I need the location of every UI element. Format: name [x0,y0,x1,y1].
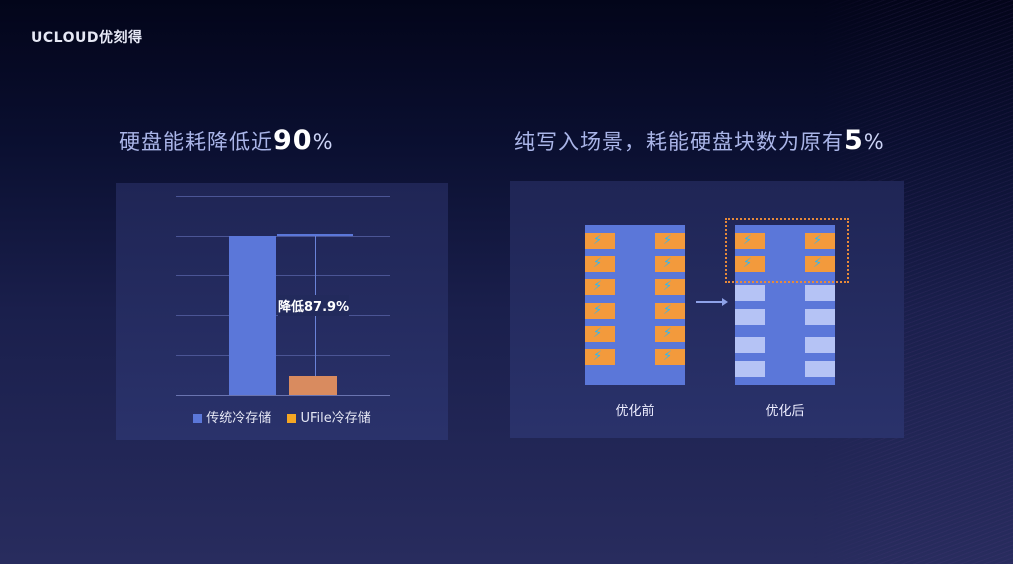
lightning-bolt-icon: ⚡ [743,256,753,271]
after-label: 优化后 [765,404,805,419]
before-label: 优化前 [615,404,655,419]
idle-disk [805,309,835,325]
lightning-bolt-icon: ⚡ [593,349,603,364]
idle-disk [805,361,835,377]
lightning-bolt-icon: ⚡ [593,279,603,294]
active-disk: ⚡ [585,326,615,342]
right-title-percent: % [863,130,885,154]
reference-line [277,234,353,236]
idle-disk [735,361,765,377]
legend-swatch-blue [193,414,203,423]
lightning-bolt-icon: ⚡ [593,326,603,341]
left-title: 硬盘能耗降低近90% [119,125,334,156]
idle-disk [735,285,765,301]
active-disk: ⚡ [735,256,765,272]
lightning-bolt-icon: ⚡ [593,233,603,248]
active-disk: ⚡ [655,303,685,319]
server-before: ⚡ ⚡ ⚡ ⚡ ⚡ ⚡ ⚡ ⚡ ⚡ ⚡ ⚡ ⚡ [585,225,685,385]
active-disk: ⚡ [655,279,685,295]
arrow-right-icon [696,298,728,306]
active-disk: ⚡ [585,279,615,295]
idle-disk [735,309,765,325]
bar-traditional-cold-storage [229,236,276,395]
idle-disk [805,337,835,353]
idle-disk [735,337,765,353]
lightning-bolt-icon: ⚡ [593,256,603,271]
active-disk: ⚡ [655,233,685,249]
legend-item-traditional: 传统冷存储 [193,411,271,426]
right-title-text: 纯写入场景，耗能硬盘块数为原有 [514,130,844,154]
gridline [176,275,390,276]
lightning-bolt-icon: ⚡ [663,326,673,341]
active-disk: ⚡ [805,233,835,249]
left-title-number: 90 [273,125,313,156]
legend-item-ufile: UFile冷存储 [287,411,371,426]
active-disk: ⚡ [585,349,615,365]
legend-label: UFile冷存储 [300,411,371,426]
active-disk: ⚡ [585,256,615,272]
active-disk: ⚡ [585,303,615,319]
reduction-annotation: 降低87.9% [278,295,350,316]
lightning-bolt-icon: ⚡ [663,349,673,364]
lightning-bolt-icon: ⚡ [663,233,673,248]
lightning-bolt-icon: ⚡ [663,279,673,294]
lightning-bolt-icon: ⚡ [663,256,673,271]
right-title-number: 5 [844,125,864,156]
active-disks-highlight [725,218,849,283]
lightning-bolt-icon: ⚡ [593,303,603,318]
logo: UCLOUD优刻得 [31,30,143,46]
gridline [176,355,390,356]
right-title: 纯写入场景，耗能硬盘块数为原有5% [514,125,885,156]
lightning-bolt-icon: ⚡ [813,233,823,248]
active-disk: ⚡ [655,349,685,365]
idle-disk [805,285,835,301]
chart-legend: 传统冷存储 UFile冷存储 [116,407,448,426]
active-disk: ⚡ [735,233,765,249]
active-disk: ⚡ [805,256,835,272]
lightning-bolt-icon: ⚡ [663,303,673,318]
disk-diagram-panel: ⚡ ⚡ ⚡ ⚡ ⚡ ⚡ ⚡ ⚡ ⚡ ⚡ ⚡ ⚡ ⚡ ⚡ ⚡ ⚡ 优化前 优化后 [510,181,904,438]
lightning-bolt-icon: ⚡ [813,256,823,271]
lightning-bolt-icon: ⚡ [743,233,753,248]
active-disk: ⚡ [655,256,685,272]
bar-ufile-cold-storage [289,376,337,395]
gridline [176,196,390,197]
active-disk: ⚡ [655,326,685,342]
baseline [176,395,390,396]
active-disk: ⚡ [585,233,615,249]
bar-chart-panel: 降低87.9% 传统冷存储 UFile冷存储 [116,183,448,440]
left-title-text: 硬盘能耗降低近 [119,130,273,154]
server-after: ⚡ ⚡ ⚡ ⚡ [735,225,835,385]
legend-swatch-orange [287,414,297,423]
legend-label: 传统冷存储 [206,411,272,426]
gridline [176,236,390,237]
left-title-percent: % [312,130,334,154]
